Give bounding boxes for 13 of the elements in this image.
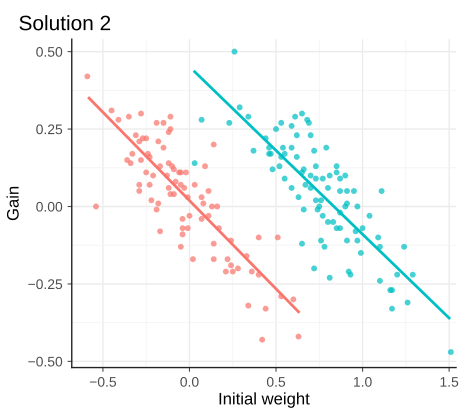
- chart-title: Solution 2: [19, 15, 110, 30]
- y-tick-label: −0.25: [28, 279, 62, 290]
- y-tick-label: 0.25: [36, 124, 62, 134]
- x-tick-label: 0.0: [180, 376, 199, 387]
- y-tick-label: −0.50: [28, 356, 62, 367]
- y-tick-label: 0.50: [36, 46, 62, 57]
- x-tick-label: 1.5: [440, 377, 458, 387]
- y-axis-title: Gain: [6, 186, 19, 220]
- x-tick-label: −0.5: [90, 376, 116, 387]
- x-axis-title: Initial weight: [220, 392, 310, 408]
- x-tick-label: 1.0: [354, 376, 372, 387]
- y-tick-label: 0.00: [36, 202, 62, 212]
- x-tick-label: 0.5: [266, 376, 286, 387]
